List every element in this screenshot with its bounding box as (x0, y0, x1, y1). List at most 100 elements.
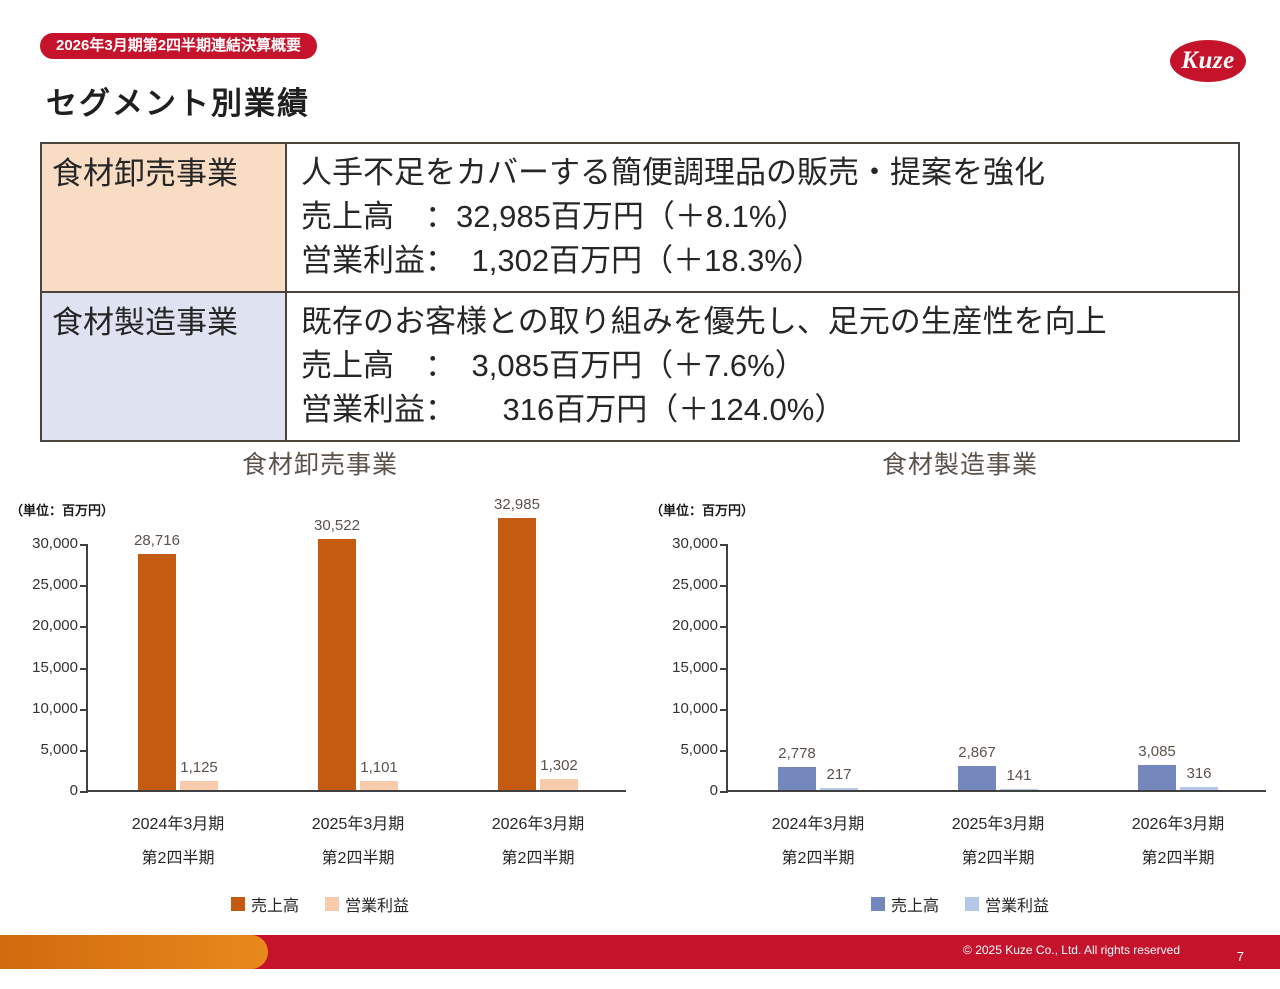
bar-value-label: 2,867 (958, 744, 996, 762)
y-axis-tick-mark (80, 626, 88, 629)
bar-value-label: 141 (1006, 766, 1032, 784)
legend-swatch (230, 897, 245, 911)
chart-plot-area: 0 5,000 10,000 15,000 20,000 25,000 30,000 2,77… (672, 535, 1266, 867)
legend-item: 売上高 (870, 892, 939, 916)
kuze-logo-text: Kuze (1181, 47, 1235, 74)
legend-label: 売上高 (250, 898, 299, 915)
y-axis-tick-label: 20,000 (672, 617, 718, 635)
y-axis-tick-label: 15,000 (32, 658, 78, 676)
segment-description-manufacturing: 既存のお客様との取り組みを優先し、足元の生産性を向上 売上高 ： 3,085百万… (287, 293, 1238, 440)
y-axis-tick-label: 30,000 (32, 535, 78, 552)
y-axis-tick-mark (80, 749, 88, 752)
legend-label: 売上高 (890, 898, 939, 915)
bar-value-label: 1,302 (540, 757, 578, 775)
y-axis-tick-mark (720, 585, 728, 588)
operating-profit-bar (540, 779, 578, 790)
bar-value-label: 1,125 (180, 758, 218, 776)
y-axis-tick-label: 20,000 (32, 617, 78, 635)
table-row-wholesale: 食材卸売事業 人手不足をカバーする簡便調理品の販売・提案を強化 売上高 ：32,… (42, 144, 1238, 291)
legend-label: 営業利益 (345, 898, 410, 915)
page-title: セグメント別業績 (46, 86, 310, 121)
manufacturing-bar-chart: 食材製造事業 （単位：百万円） 0 5,000 10,000 15,000 20,000… (640, 440, 1280, 935)
report-title-badge: 2026年3月期第2四半期連結決算概要 (40, 33, 318, 59)
legend-item: 営業利益 (325, 892, 409, 916)
segment-sales-line: 売上高 ：32,985百万円（＋8.1%） (301, 199, 808, 234)
bar-value-label: 316 (1186, 765, 1212, 783)
legend-label: 営業利益 (985, 898, 1050, 915)
table-row-manufacturing: 食材製造事業 既存のお客様との取り組みを優先し、足元の生産性を向上 売上高 ： … (42, 291, 1238, 440)
y-axis-tick-label: 5,000 (680, 740, 718, 758)
legend-swatch (870, 897, 885, 911)
bar-value-label: 3,085 (1138, 742, 1176, 760)
legend-swatch (325, 897, 339, 911)
y-axis-tick-mark (720, 667, 728, 670)
page-number: 7 (1236, 949, 1244, 964)
chart-title: 食材製造事業 (881, 451, 1038, 479)
y-axis-tick-label: 0 (709, 782, 718, 799)
bar-value-label: 217 (826, 766, 852, 784)
y-axis-tick-label: 15,000 (672, 658, 718, 676)
kuze-logo: Kuze (1170, 40, 1246, 82)
x-axis-category-label: 2024年3月期 第2四半期 (771, 816, 865, 867)
legend-swatch (965, 897, 979, 911)
segment-highlight: 人手不足をカバーする簡便調理品の販売・提案を強化 (301, 155, 1045, 190)
legend-item: 売上高 (230, 892, 299, 916)
sales-bar (958, 766, 996, 790)
y-axis-tick-mark (720, 626, 728, 629)
legend-item: 営業利益 (965, 892, 1049, 916)
footer-bar: © 2025 Kuze Co., Ltd. All rights reserve… (0, 935, 1280, 969)
y-axis-tick-mark (720, 749, 728, 752)
x-axis-category-label: 2025年3月期 第2四半期 (311, 816, 405, 867)
wholesale-bar-chart: 食材卸売事業 （単位：百万円） 0 5,000 10,000 15,000 20,000… (0, 440, 640, 935)
segment-summary-table: 食材卸売事業 人手不足をカバーする簡便調理品の販売・提案を強化 売上高 ：32,… (40, 142, 1240, 442)
segment-name-wholesale: 食材卸売事業 (42, 144, 287, 291)
x-axis-category-label: 2025年3月期 第2四半期 (951, 816, 1045, 867)
sales-bar (318, 538, 356, 790)
chart-plot-area: 0 5,000 10,000 15,000 20,000 25,000 30,000 28,7… (32, 496, 626, 867)
x-axis-category-label: 2026年3月期 第2四半期 (491, 816, 585, 867)
bar-value-label: 30,522 (314, 516, 360, 534)
y-axis-tick-mark (80, 544, 88, 546)
y-axis-tick-mark (80, 667, 88, 670)
y-axis-tick-mark (720, 544, 728, 546)
y-axis-tick-mark (80, 791, 88, 793)
operating-profit-bar (360, 780, 398, 790)
chart-unit-label: （単位：百万円） (650, 503, 755, 518)
y-axis-tick-mark (720, 791, 728, 793)
chart-unit-label: （単位：百万円） (10, 503, 115, 518)
y-axis-tick-label: 10,000 (672, 699, 718, 717)
bar-value-label: 1,101 (360, 758, 398, 776)
bar-value-label: 28,716 (134, 531, 180, 549)
x-axis-category-label: 2024年3月期 第2四半期 (131, 816, 225, 867)
operating-profit-bar (180, 780, 218, 790)
y-axis-tick-label: 5,000 (40, 740, 78, 758)
y-axis-tick-label: 25,000 (32, 576, 78, 594)
operating-profit-bar (1180, 787, 1218, 790)
segment-description-wholesale: 人手不足をカバーする簡便調理品の販売・提案を強化 売上高 ：32,985百万円（… (287, 144, 1238, 291)
footer-accent-shape (0, 935, 268, 969)
chart-legend: 売上高 営業利益 (640, 892, 1280, 916)
y-axis-tick-mark (720, 708, 728, 711)
chart-legend: 売上高 営業利益 (0, 892, 640, 916)
bar-value-label: 32,985 (494, 496, 540, 514)
copyright-text: © 2025 Kuze Co., Ltd. All rights reserve… (963, 943, 1180, 957)
sales-bar (498, 518, 536, 790)
sales-bar (1138, 764, 1176, 790)
y-axis-tick-label: 0 (69, 782, 78, 799)
segment-profit-line: 営業利益： 316百万円（＋124.0%） (301, 392, 846, 427)
y-axis-tick-label: 25,000 (672, 576, 718, 594)
y-axis-tick-mark (80, 585, 88, 588)
sales-bar (138, 553, 176, 790)
segment-profit-line: 営業利益： 1,302百万円（＋18.3%） (301, 243, 823, 278)
y-axis-tick-label: 10,000 (32, 699, 78, 717)
operating-profit-bar (820, 788, 858, 790)
chart-title: 食材卸売事業 (241, 451, 398, 479)
segment-name-manufacturing: 食材製造事業 (42, 293, 287, 440)
y-axis-tick-mark (80, 708, 88, 711)
segment-sales-line: 売上高 ： 3,085百万円（＋7.6%） (301, 348, 806, 383)
operating-profit-bar (1000, 788, 1038, 790)
segment-highlight: 既存のお客様との取り組みを優先し、足元の生産性を向上 (301, 304, 1107, 339)
bar-value-label: 2,778 (778, 745, 816, 763)
x-axis-category-label: 2026年3月期 第2四半期 (1131, 816, 1225, 867)
